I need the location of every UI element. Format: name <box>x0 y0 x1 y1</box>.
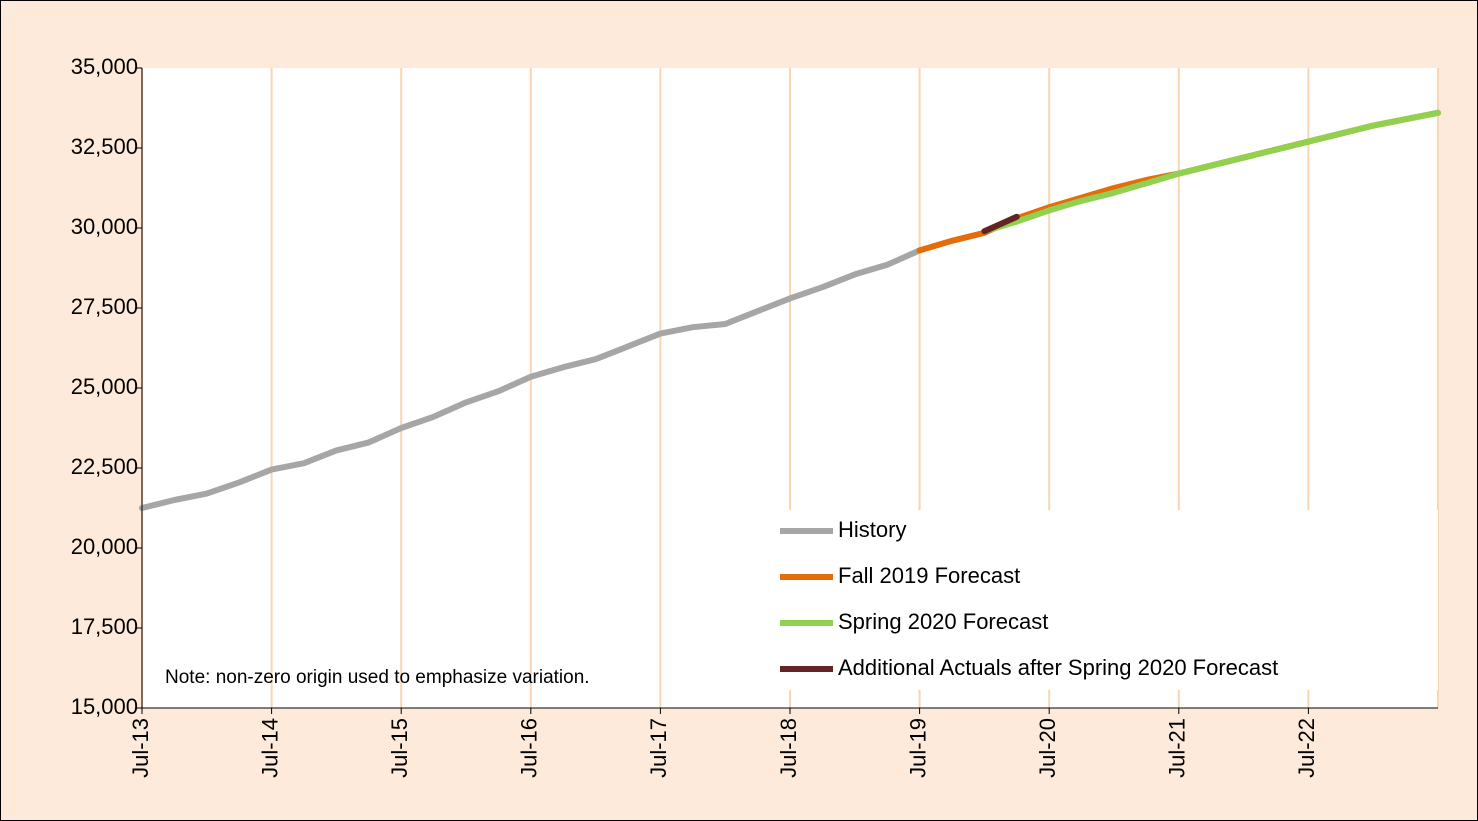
series-line <box>981 213 1020 235</box>
y-tick-label: 22,500 <box>71 454 138 479</box>
legend-box <box>722 510 1438 690</box>
y-tick-label: 17,500 <box>71 614 138 639</box>
legend-label: History <box>838 517 906 542</box>
y-tick-label: 15,000 <box>71 694 138 719</box>
legend-label: Spring 2020 Forecast <box>838 609 1048 634</box>
y-tick-label: 30,000 <box>71 214 138 239</box>
y-tick-label: 25,000 <box>71 374 138 399</box>
x-tick-label: Jul-16 <box>517 718 542 778</box>
y-tick-label: 27,500 <box>71 294 138 319</box>
legend-label: Additional Actuals after Spring 2020 For… <box>838 655 1278 680</box>
lines <box>139 109 1441 511</box>
x-tick-label: Jul-13 <box>128 718 153 778</box>
y-tick-label: 20,000 <box>71 534 138 559</box>
series-line <box>981 109 1441 235</box>
x-tick-label: Jul-15 <box>387 718 412 778</box>
x-tick-label: Jul-14 <box>257 718 282 778</box>
x-tick-label: Jul-20 <box>1035 718 1060 778</box>
annotation: Note: non-zero origin used to emphasize … <box>165 667 590 688</box>
x-tick-label: Jul-19 <box>905 718 930 778</box>
series-line <box>139 247 923 511</box>
legend-label: Fall 2019 Forecast <box>838 563 1020 588</box>
x-tick-label: Jul-17 <box>646 718 671 778</box>
x-tick-label: Jul-21 <box>1165 718 1190 778</box>
legend: History Fall 2019 Forecast Spring 2020 For… <box>780 517 1278 680</box>
y-tick-label: 35,000 <box>71 54 138 79</box>
y-tick-label: 32,500 <box>71 134 138 159</box>
x-tick-label: Jul-22 <box>1294 718 1319 778</box>
x-tick-label: Jul-18 <box>776 718 801 778</box>
